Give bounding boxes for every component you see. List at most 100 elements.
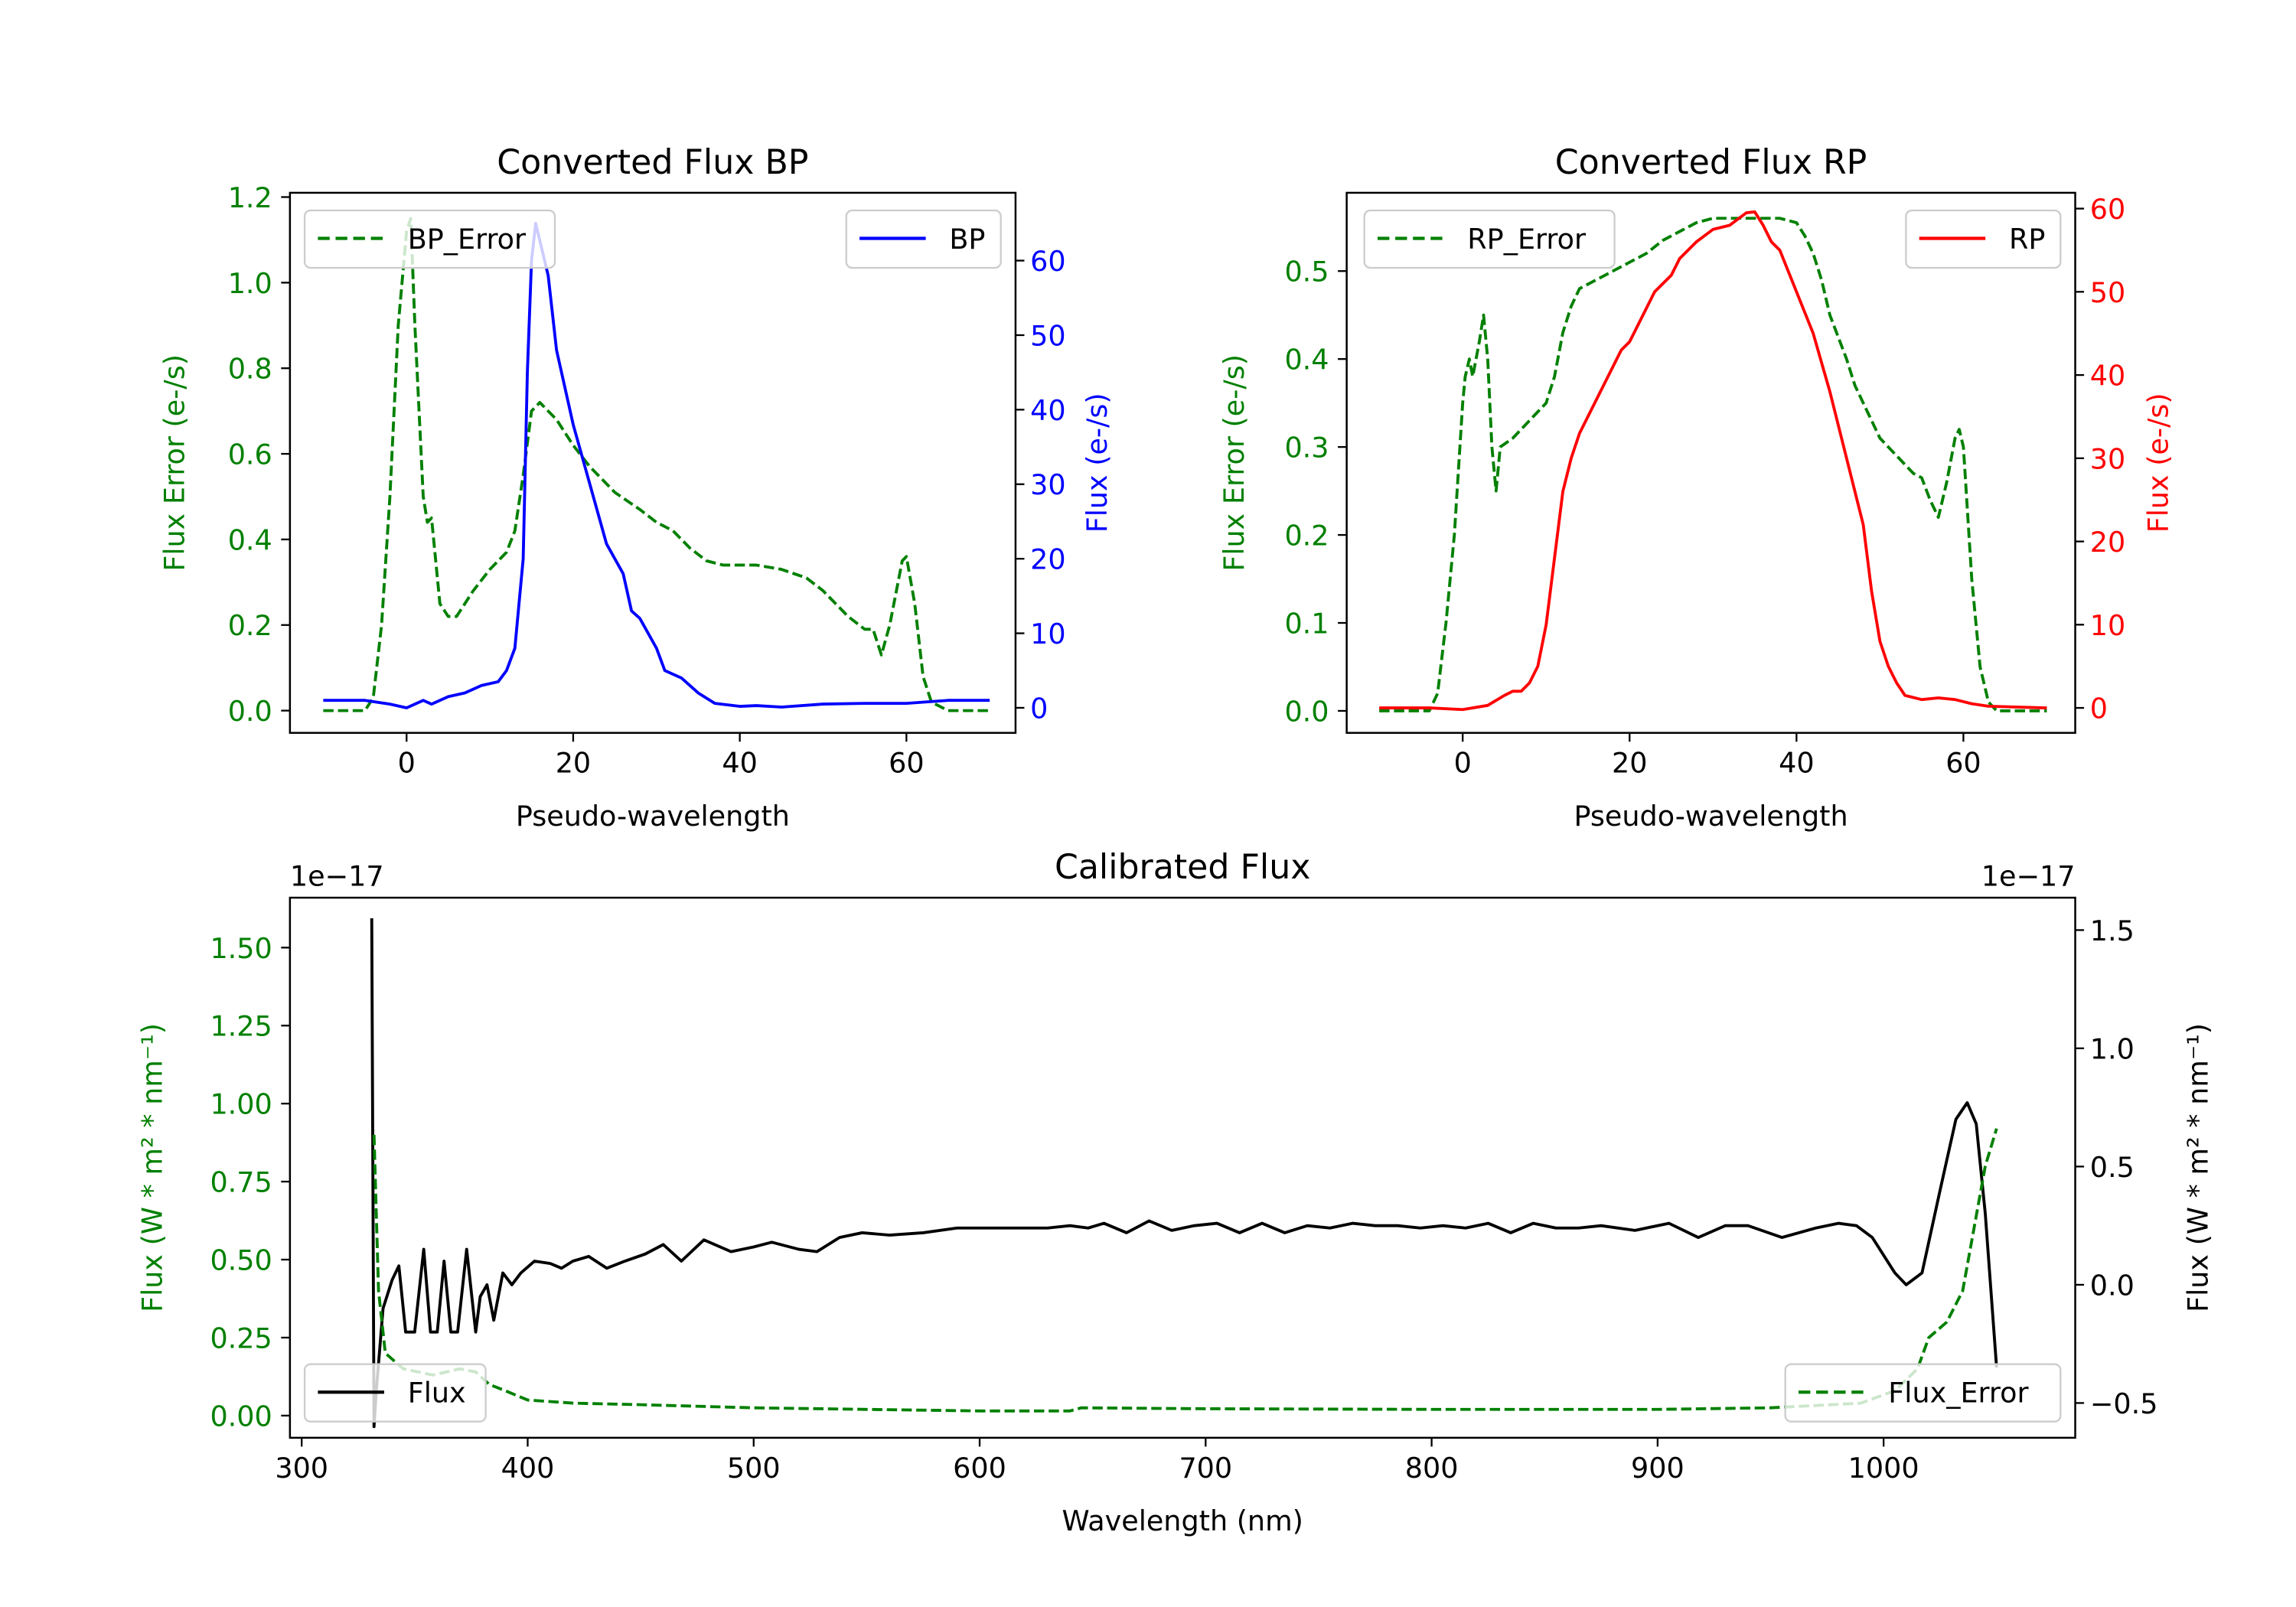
legend-rp-error: RP_Error bbox=[1363, 209, 1616, 269]
x-tick-label: 400 bbox=[501, 1452, 555, 1485]
y-right-tick-label: 60 bbox=[1030, 245, 1065, 278]
y-right-tick-label: 1.0 bbox=[2090, 1032, 2135, 1065]
y-left-tick-label: 0.3 bbox=[1284, 432, 1329, 464]
y-left-tick-label: 1.2 bbox=[228, 181, 272, 214]
series-group bbox=[1379, 210, 2047, 712]
y-left-tick-label: 0.4 bbox=[1284, 344, 1329, 376]
y-left-tick-label: 0.00 bbox=[210, 1400, 272, 1433]
y-right-tick-label: 40 bbox=[2090, 360, 2125, 393]
legend-flux: Flux bbox=[303, 1363, 487, 1423]
y-left-tick-label: 1.50 bbox=[210, 932, 272, 965]
y-right-tick-label: 50 bbox=[1030, 319, 1065, 352]
series-rp-line bbox=[1379, 210, 2047, 712]
y-right-tick-label: 60 bbox=[2090, 193, 2125, 226]
y-right-tick-label: 0 bbox=[1030, 692, 1048, 725]
y-right-tick-label: 0 bbox=[2090, 693, 2108, 725]
chart-title: Calibrated Flux bbox=[1055, 848, 1310, 887]
chart-panel-2: 300 400 500 600 700 800 900 1000 0.00 0.25 0.50 0.7… bbox=[136, 848, 2215, 1537]
y-right-offset-text: 1e−17 bbox=[1981, 860, 2076, 893]
legend-label: RP bbox=[2009, 223, 2045, 256]
x-tick-label: 20 bbox=[1612, 747, 1647, 780]
y-left-tick-label: 0.1 bbox=[1284, 607, 1329, 640]
y-left-axis-label: Flux Error (e-/s) bbox=[1218, 354, 1251, 572]
x-axis-label: Pseudo-wavelength bbox=[516, 800, 790, 833]
y-left-tick-label: 1.0 bbox=[228, 267, 272, 300]
legend-box bbox=[303, 209, 556, 269]
chart-panel-0: 0 20 40 60 0.0 0.2 0.4 0.6 0.8 1.0 1.2 0 10 20 30 40 50 6… bbox=[158, 143, 1114, 833]
legend-bp-error: BP_Error bbox=[303, 209, 556, 269]
y-left-tick-label: 1.00 bbox=[210, 1088, 272, 1121]
y-right-axis-label: Flux (e-/s) bbox=[1081, 393, 1114, 533]
y-right-tick-label: 50 bbox=[2090, 276, 2125, 309]
x-tick-label: 300 bbox=[275, 1452, 328, 1485]
chart-title: Converted Flux BP bbox=[497, 143, 808, 182]
series-rp-error-line bbox=[1379, 217, 2047, 712]
x-tick-label: 20 bbox=[556, 747, 591, 780]
x-tick-label: 0 bbox=[1454, 747, 1472, 780]
y-right-tick-label: 1.5 bbox=[2090, 914, 2135, 947]
y-right-tick-label: 30 bbox=[2090, 442, 2125, 475]
x-axis-label: Pseudo-wavelength bbox=[1574, 800, 1848, 833]
y-left-axis-label: Flux (W * m² * nm⁻¹) bbox=[136, 1023, 169, 1312]
y-left-tick-label: 1.25 bbox=[210, 1010, 272, 1043]
y-left-tick-label: 0.75 bbox=[210, 1166, 272, 1199]
y-right-tick-label: 40 bbox=[1030, 394, 1065, 427]
legend-flux-error: Flux_Error bbox=[1784, 1363, 2062, 1423]
y-right-tick-label: 0.0 bbox=[2090, 1269, 2135, 1302]
y-right-tick-label: 30 bbox=[1030, 468, 1065, 501]
y-left-tick-label: 0.50 bbox=[210, 1244, 272, 1276]
legend-box bbox=[1363, 209, 1616, 269]
series-flux-error-line bbox=[372, 1128, 1998, 1413]
legend-label: RP_Error bbox=[1467, 223, 1587, 256]
x-tick-label: 60 bbox=[1945, 747, 1981, 780]
y-left-offset-text: 1e−17 bbox=[290, 860, 384, 893]
y-right-tick-label: −0.5 bbox=[2090, 1387, 2158, 1420]
y-left-tick-label: 0.6 bbox=[228, 438, 272, 471]
legend-label: BP bbox=[949, 223, 985, 256]
y-right-tick-label: 20 bbox=[1030, 543, 1065, 576]
legend-bp: BP bbox=[845, 209, 1002, 269]
chart-panel-1: 0 20 40 60 0.0 0.1 0.2 0.3 0.4 0.5 0 10 20 30 40 50 60 Co… bbox=[1218, 143, 2175, 833]
axes-frame bbox=[289, 191, 1017, 734]
legend-label: Flux_Error bbox=[1888, 1377, 2029, 1410]
x-axis-label: Wavelength (nm) bbox=[1062, 1504, 1303, 1537]
x-tick-label: 600 bbox=[953, 1452, 1006, 1485]
y-left-tick-label: 0.5 bbox=[1284, 256, 1329, 288]
series-group bbox=[323, 217, 990, 712]
series-bp-error-line bbox=[323, 217, 990, 712]
series-bp-line bbox=[323, 221, 990, 709]
y-left-axis-label: Flux Error (e-/s) bbox=[158, 354, 191, 572]
y-left-tick-label: 0.4 bbox=[228, 523, 272, 556]
x-tick-label: 900 bbox=[1631, 1452, 1684, 1485]
y-left-tick-label: 0.8 bbox=[228, 353, 272, 386]
legend-label: BP_Error bbox=[408, 223, 527, 256]
legend-box bbox=[303, 1363, 487, 1423]
legend-rp: RP bbox=[1905, 209, 2062, 269]
legend-box bbox=[1784, 1363, 2062, 1423]
y-left-tick-label: 0.25 bbox=[210, 1322, 272, 1354]
y-left-tick-label: 0.2 bbox=[1284, 520, 1329, 553]
x-tick-label: 700 bbox=[1179, 1452, 1232, 1485]
axes-frame bbox=[1345, 191, 2076, 734]
y-right-tick-label: 20 bbox=[2090, 526, 2125, 559]
y-right-tick-label: 10 bbox=[1030, 618, 1065, 650]
series-flux-line bbox=[370, 918, 1998, 1429]
legend-label: Flux bbox=[408, 1377, 466, 1410]
x-tick-label: 500 bbox=[727, 1452, 781, 1485]
y-left-tick-label: 0.0 bbox=[1284, 695, 1329, 728]
axes-frame bbox=[289, 896, 2076, 1439]
x-tick-label: 1000 bbox=[1848, 1452, 1919, 1485]
y-right-tick-label: 0.5 bbox=[2090, 1151, 2135, 1184]
series-group bbox=[370, 918, 1998, 1429]
x-tick-label: 0 bbox=[398, 747, 416, 780]
x-tick-label: 60 bbox=[889, 747, 924, 780]
y-left-tick-label: 0.0 bbox=[228, 695, 272, 728]
y-right-axis-label: Flux (W * m² * nm⁻¹) bbox=[2182, 1023, 2215, 1312]
y-right-axis-label: Flux (e-/s) bbox=[2142, 393, 2175, 533]
y-right-tick-label: 10 bbox=[2090, 609, 2125, 642]
chart-title: Converted Flux RP bbox=[1555, 143, 1867, 182]
x-tick-label: 800 bbox=[1405, 1452, 1459, 1485]
x-tick-label: 40 bbox=[1779, 747, 1814, 780]
x-tick-label: 40 bbox=[722, 747, 757, 780]
